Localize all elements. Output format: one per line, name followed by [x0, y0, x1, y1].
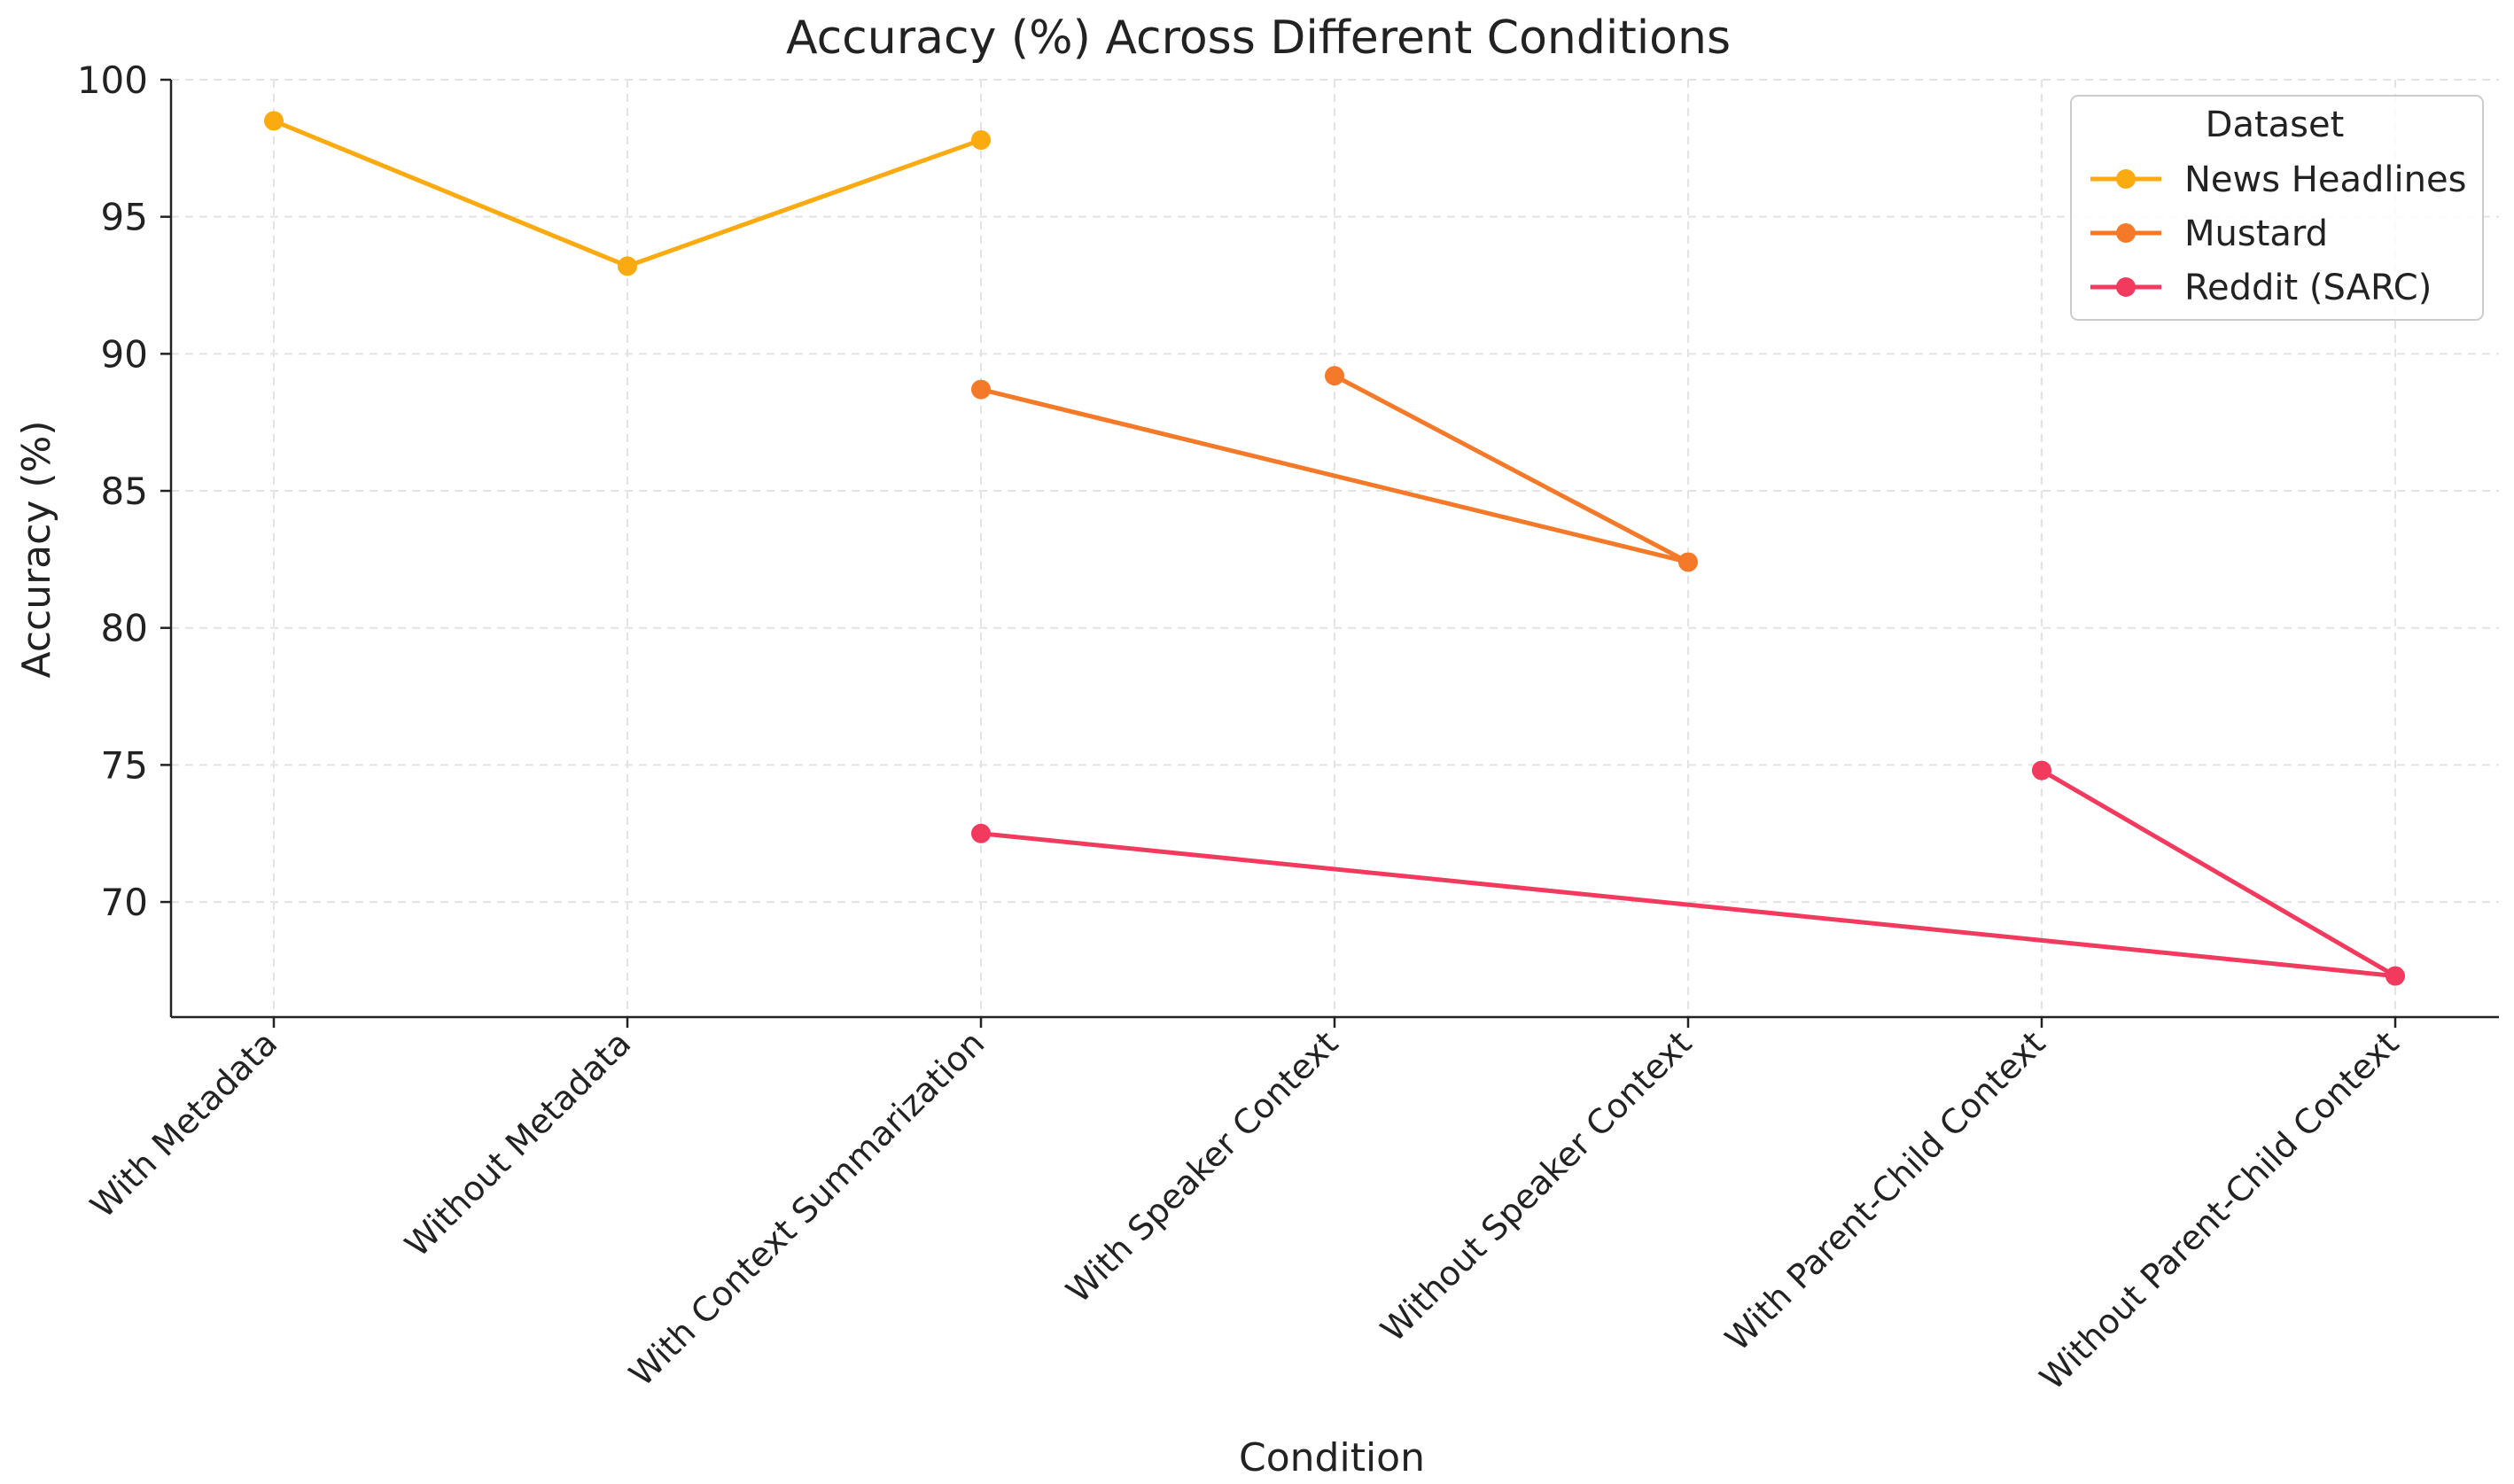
y-tick-label: 70 [101, 881, 148, 924]
legend-label: Reddit (SARC) [2184, 268, 2432, 308]
y-tick-label: 85 [101, 470, 148, 513]
series-news-headlines [264, 111, 991, 276]
series-reddit-sarc [971, 760, 2405, 986]
y-tick-label: 100 [77, 58, 148, 102]
y-axis-title: Accuracy (%) [14, 420, 59, 678]
data-point [2032, 760, 2051, 781]
data-point [1325, 366, 1344, 386]
y-tick-label: 95 [101, 196, 148, 239]
legend-item: News Headlines [2090, 159, 2466, 200]
legend-item: Mustard [2090, 214, 2328, 254]
legend-label: News Headlines [2184, 159, 2466, 200]
data-point [618, 256, 637, 276]
data-point [971, 379, 991, 400]
legend-swatch-marker [2116, 169, 2136, 189]
y-tick-label: 80 [101, 607, 148, 650]
data-point [2386, 966, 2405, 986]
legend-label: Mustard [2184, 214, 2328, 254]
legend-box [2070, 95, 2484, 321]
x-axis-title: Condition [1239, 1435, 1425, 1480]
data-point [971, 130, 991, 151]
series-layer [264, 111, 2405, 986]
data-point [1678, 552, 1698, 572]
legend-item: Reddit (SARC) [2090, 268, 2432, 308]
chart-title: Accuracy (%) Across Different Conditions [786, 12, 1731, 65]
legend-title: Dataset [2206, 105, 2345, 145]
y-tick-label: 90 [101, 332, 148, 376]
legend: Dataset News Headlines Mustard Reddit (SARC… [2070, 95, 2484, 321]
legend-swatch-marker [2116, 277, 2136, 297]
y-tick-label: 75 [101, 743, 148, 787]
data-point [264, 111, 284, 131]
legend-swatch-marker [2116, 223, 2136, 243]
data-point [971, 823, 991, 843]
series-mustard [971, 366, 1698, 572]
